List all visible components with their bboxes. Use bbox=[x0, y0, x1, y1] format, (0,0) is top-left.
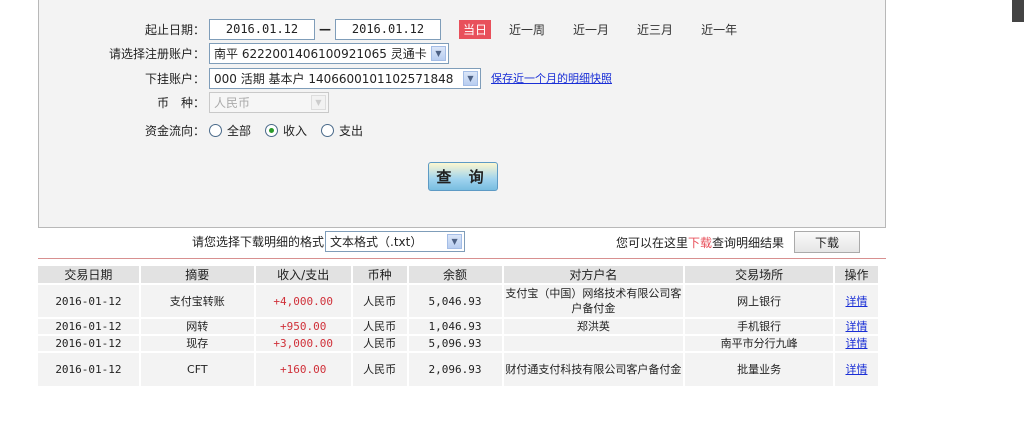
flow-all-radio[interactable]: 全部 bbox=[209, 122, 251, 139]
cell-date: 2016-01-12 bbox=[38, 351, 141, 386]
table-row: 2016-01-12 网转 +950.00 人民币 1,046.93 郑洪英 手机银行 详情 bbox=[38, 317, 880, 335]
start-date-input[interactable]: 2016.01.12 bbox=[209, 18, 315, 40]
detail-link[interactable]: 详情 bbox=[845, 294, 868, 308]
currency-select[interactable]: 人民币 ▼ bbox=[209, 91, 329, 113]
chevron-down-icon: ▼ bbox=[447, 234, 463, 249]
cell-currency: 人民币 bbox=[351, 317, 409, 335]
radio-icon bbox=[209, 123, 222, 137]
table-header: 交易日期 摘要 收入/支出 币种 余额 对方户名 交易场所 操作 bbox=[38, 266, 880, 284]
cell-counterparty: 财付通支付科技有限公司客户备付金 bbox=[502, 351, 686, 386]
col-date: 交易日期 bbox=[38, 266, 141, 284]
col-place: 交易场所 bbox=[684, 266, 835, 284]
cell-summary: 现存 bbox=[139, 334, 256, 352]
cell-balance: 5,046.93 bbox=[407, 283, 504, 318]
flow-expense-label: 支出 bbox=[339, 123, 364, 138]
range-week[interactable]: 近一周 bbox=[509, 22, 546, 37]
table-row: 2016-01-12 现存 +3,000.00 人民币 5,096.93 南平市分行九峰详… bbox=[38, 334, 880, 352]
cell-date: 2016-01-12 bbox=[38, 283, 141, 318]
cell-summary: CFT bbox=[139, 351, 256, 386]
detail-link[interactable]: 详情 bbox=[845, 320, 868, 333]
cell-counterparty bbox=[502, 334, 686, 352]
date-separator: — bbox=[319, 22, 331, 36]
format-label: 请您选择下载明细的格式 bbox=[192, 235, 325, 249]
cell-place: 手机银行 bbox=[684, 317, 835, 335]
cell-summary: 支付宝转账 bbox=[139, 283, 256, 318]
hint-prefix: 您可以在这里 bbox=[616, 235, 689, 250]
cell-amount: +3,000.00 bbox=[254, 334, 353, 352]
cell-amount: +950.00 bbox=[254, 317, 353, 335]
query-button[interactable]: 查 询 bbox=[428, 162, 498, 191]
sub-account-select[interactable]: 000 活期 基本户 1406600101102571848 ▼ bbox=[209, 67, 481, 89]
range-year[interactable]: 近一年 bbox=[701, 22, 738, 37]
download-format: 请您选择下载明细的格式 文本格式（.txt） ▼ bbox=[192, 231, 466, 252]
radio-icon bbox=[321, 123, 335, 137]
cell-balance: 2,096.93 bbox=[407, 351, 504, 386]
col-amount: 收入/支出 bbox=[254, 266, 353, 284]
col-counterparty: 对方户名 bbox=[502, 266, 686, 284]
cell-amount: +4,000.00 bbox=[254, 283, 353, 318]
end-date-input[interactable]: 2016.01.12 bbox=[335, 18, 441, 40]
download-hint: 您可以在这里 下载 查询明细结果 下载 bbox=[616, 231, 861, 253]
window-edge bbox=[1012, 0, 1024, 22]
transactions-table: 交易日期 摘要 收入/支出 币种 余额 对方户名 交易场所 操作 2016-01… bbox=[38, 266, 880, 386]
cell-place: 南平市分行九峰 bbox=[684, 334, 835, 352]
cell-balance: 5,096.93 bbox=[407, 334, 504, 352]
flow-expense-radio[interactable]: 支出 bbox=[321, 122, 363, 139]
date-label: 起止日期： bbox=[144, 22, 205, 37]
sub-account-label: 下挂账户： bbox=[144, 71, 205, 86]
table-row: 2016-01-12 支付宝转账 +4,000.00 人民币 5,046.93 支付宝（中… bbox=[38, 283, 880, 318]
snapshot-link[interactable]: 保存近一个月的明细快照 bbox=[491, 72, 612, 85]
account-label: 请选择注册账户： bbox=[108, 46, 205, 61]
cell-amount: +160.00 bbox=[254, 351, 353, 386]
format-select[interactable]: 文本格式（.txt） ▼ bbox=[325, 231, 466, 252]
detail-link[interactable]: 详情 bbox=[845, 363, 868, 376]
account-value: 南平 6222001406100921065 灵通卡 bbox=[214, 46, 427, 61]
hint-download-link[interactable]: 下载 bbox=[688, 235, 713, 250]
range-month[interactable]: 近一月 bbox=[573, 22, 610, 37]
cell-counterparty: 郑洪英 bbox=[502, 317, 686, 335]
table-row: 2016-01-12 CFT +160.00 人民币 2,096.93 财付通支付科技有限… bbox=[38, 351, 880, 386]
cell-currency: 人民币 bbox=[351, 334, 409, 352]
cell-currency: 人民币 bbox=[351, 283, 409, 318]
col-currency: 币种 bbox=[351, 266, 409, 284]
radio-checked-icon bbox=[265, 123, 279, 137]
range-today[interactable]: 当日 bbox=[459, 19, 492, 39]
sub-account-value: 000 活期 基本户 1406600101102571848 bbox=[214, 71, 454, 86]
cell-summary: 网转 bbox=[139, 317, 256, 335]
col-summary: 摘要 bbox=[139, 266, 256, 284]
chevron-down-icon: ▼ bbox=[463, 70, 478, 86]
detail-link[interactable]: 详情 bbox=[845, 337, 868, 350]
format-value: 文本格式（.txt） bbox=[330, 235, 423, 249]
cell-counterparty: 支付宝（中国）网络技术有限公司客户备付金 bbox=[502, 283, 686, 318]
currency-value: 人民币 bbox=[214, 95, 251, 110]
hint-suffix: 查询明细结果 bbox=[712, 235, 785, 250]
chevron-down-icon: ▼ bbox=[431, 45, 446, 61]
cell-currency: 人民币 bbox=[351, 351, 409, 386]
cell-date: 2016-01-12 bbox=[38, 334, 141, 352]
flow-income-label: 收入 bbox=[283, 123, 308, 138]
cell-date: 2016-01-12 bbox=[38, 317, 141, 335]
currency-label: 币 种： bbox=[156, 95, 205, 110]
divider bbox=[38, 258, 886, 259]
account-select[interactable]: 南平 6222001406100921065 灵通卡 ▼ bbox=[209, 42, 449, 64]
col-action: 操作 bbox=[834, 266, 880, 284]
flow-label: 资金流向： bbox=[144, 123, 205, 138]
cell-place: 网上银行 bbox=[684, 283, 835, 318]
col-balance: 余额 bbox=[407, 266, 504, 284]
cell-place: 批量业务 bbox=[684, 351, 835, 386]
chevron-down-icon: ▼ bbox=[311, 94, 326, 110]
flow-all-label: 全部 bbox=[227, 123, 252, 138]
query-panel: 起止日期： 2016.01.12 — 2016.01.12 当日 近一周 近一月… bbox=[38, 0, 886, 228]
download-button[interactable]: 下载 bbox=[794, 231, 861, 253]
flow-income-radio[interactable]: 收入 bbox=[265, 122, 307, 139]
cell-balance: 1,046.93 bbox=[407, 317, 504, 335]
range-3months[interactable]: 近三月 bbox=[637, 22, 674, 37]
